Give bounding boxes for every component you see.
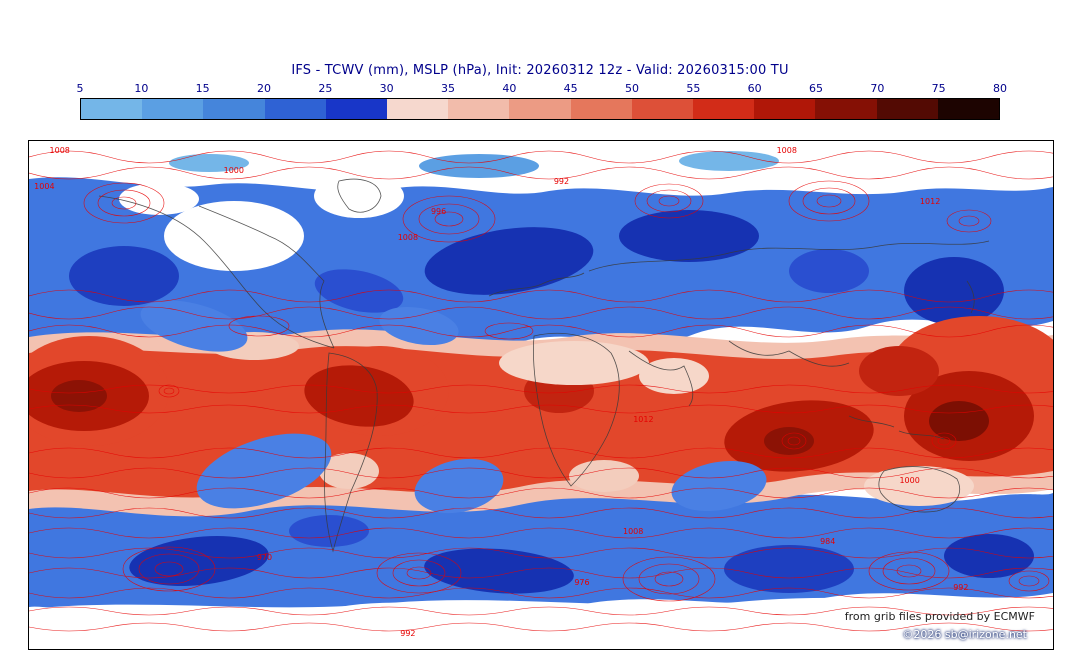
colorbar-wrap: 5 10 15 20 25 30 35 40 45 50 55 60 65 70 75 80: [76, 82, 1008, 120]
colorbar-tick: 40: [502, 82, 517, 95]
colorbar-tick: 75: [931, 82, 946, 95]
data-source-credit: from grib files provided by ECMWF: [844, 610, 1035, 623]
colorbar-tick: 60: [747, 82, 762, 95]
colorbar-segment: [264, 99, 326, 119]
colorbar-segment: [142, 99, 204, 119]
colorbar-tick: 50: [625, 82, 639, 95]
colorbar-tick: 30: [379, 82, 394, 95]
colorbar-tick: 80: [993, 82, 1007, 95]
copyright-text: ©2026 sb@irizone.net: [902, 628, 1027, 641]
antarctica-band: [29, 597, 1053, 649]
colorbar-segment: [693, 99, 755, 119]
colorbar: [80, 98, 1000, 120]
colorbar-segment: [937, 99, 1000, 119]
colorbar-segment: [81, 99, 143, 119]
colorbar-segment: [325, 99, 388, 119]
coastlines: [98, 178, 990, 553]
page-title: IFS - TCWV (mm), MSLP (hPa), Init: 20260…: [291, 63, 789, 78]
colorbar-segment: [570, 99, 632, 119]
mslp-isobars: [29, 150, 1053, 632]
colorbar-tick: 45: [563, 82, 578, 95]
colorbar-tick: 65: [809, 82, 823, 95]
world-map: 1008 1004 1000 992 1008 1012 996 1008 1012 1008 97…: [28, 140, 1054, 650]
colorbar-tick: 15: [195, 82, 210, 95]
colorbar-segment: [815, 99, 877, 119]
colorbar-tick: 25: [318, 82, 333, 95]
colorbar-segment: [509, 99, 571, 119]
colorbar-ticks: 5 10 15 20 25 30 35 40 45 50 55 60 65 70 75 80: [76, 82, 1008, 98]
colorbar-segment: [448, 99, 510, 119]
colorbar-segment: [631, 99, 694, 119]
colorbar-segment: [387, 99, 449, 119]
colorbar-tick: 35: [441, 82, 455, 95]
colorbar-tick: 55: [686, 82, 701, 95]
colorbar-tick: 70: [870, 82, 885, 95]
colorbar-segment: [754, 99, 816, 119]
colorbar-tick: 20: [257, 82, 271, 95]
colorbar-tick: 5: [76, 82, 84, 95]
tcwv-mslp-map-svg: [29, 141, 1053, 649]
colorbar-segment: [203, 99, 265, 119]
colorbar-segment: [876, 99, 938, 119]
colorbar-tick: 10: [134, 82, 149, 95]
